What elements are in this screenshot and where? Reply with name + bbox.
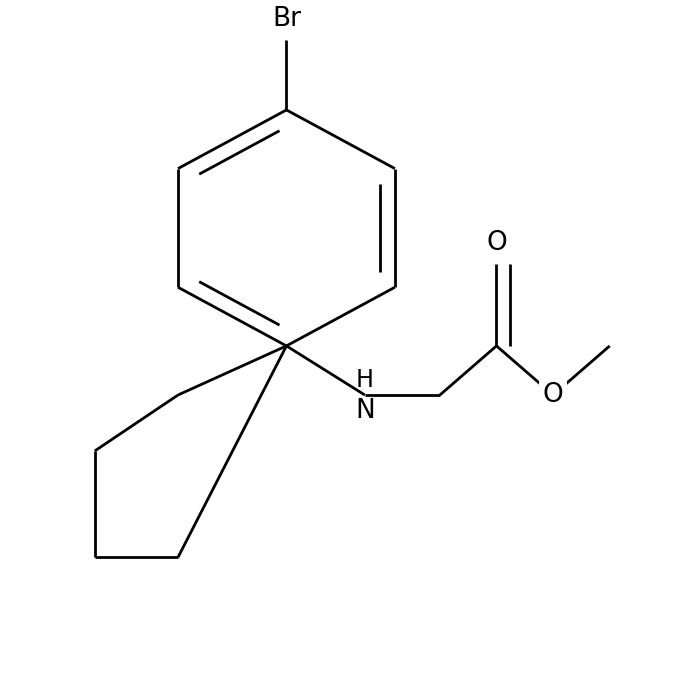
Text: O: O	[486, 230, 507, 256]
Text: O: O	[543, 382, 563, 408]
Text: Br: Br	[272, 6, 301, 32]
Text: H: H	[356, 368, 374, 392]
Text: N: N	[355, 398, 374, 424]
